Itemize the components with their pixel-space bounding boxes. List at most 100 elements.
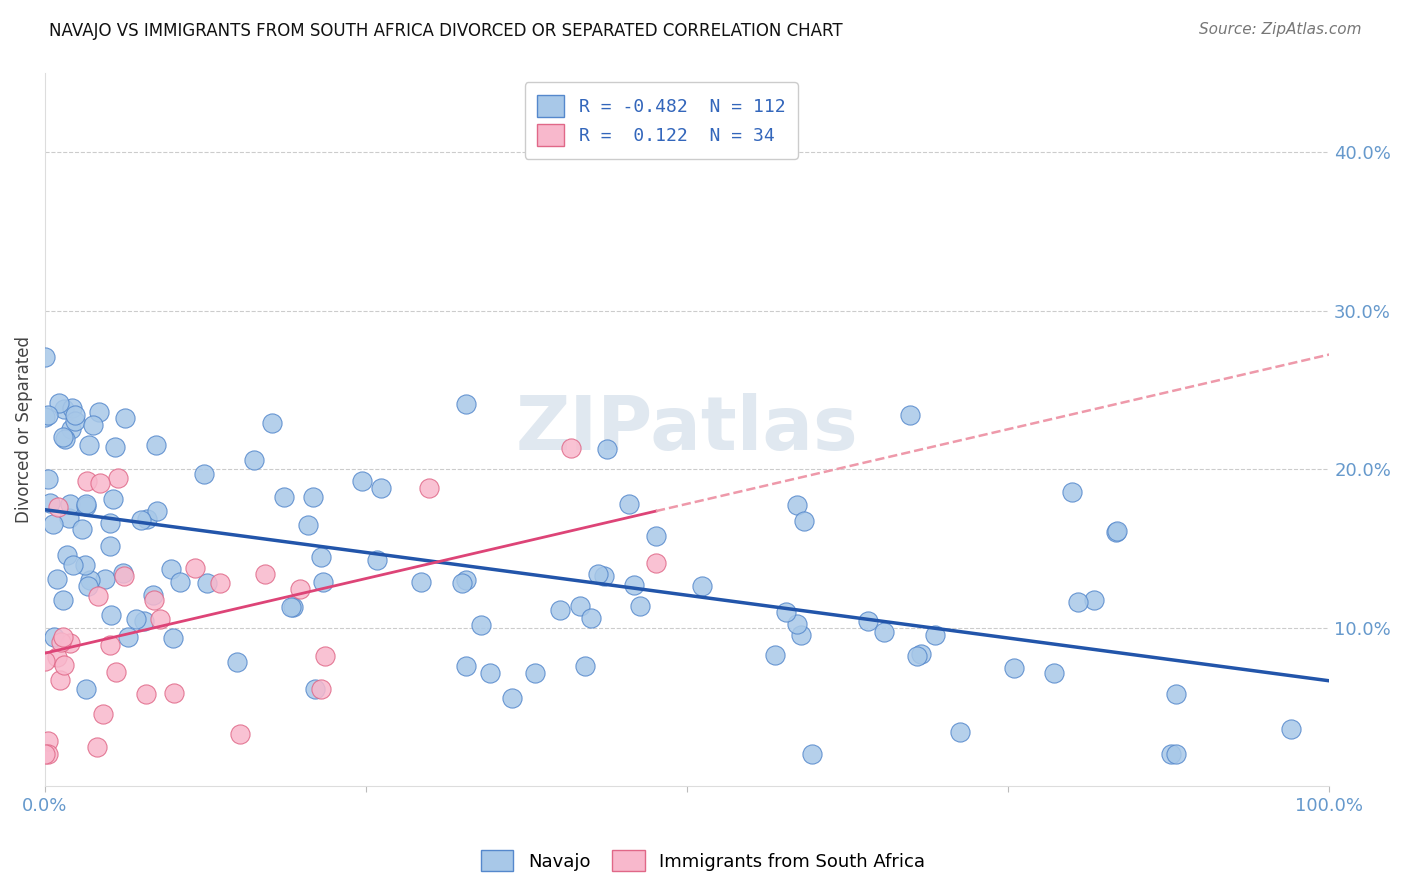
Legend: Navajo, Immigrants from South Africa: Navajo, Immigrants from South Africa [474,843,932,879]
Point [588,566,610,581]
Point [1166,747,1188,762]
Point [579,611,602,625]
Point [135,687,157,701]
Point [451,575,474,590]
Point [297,517,319,532]
Point [98,638,121,652]
Point [37,472,59,486]
Point [58,511,80,525]
Point [550,602,572,616]
Point [75,498,97,512]
Point [76,579,98,593]
Point [569,599,592,613]
Point [873,625,896,640]
Point [145,437,167,451]
Point [280,599,302,614]
Point [193,467,215,481]
Point [418,481,440,495]
Point [523,666,546,681]
Point [242,452,264,467]
Point [793,515,815,529]
Point [52,657,75,672]
Point [905,648,928,663]
Point [98,539,121,553]
Point [288,582,311,596]
Point [311,550,333,565]
Point [132,614,155,628]
Point [73,558,96,573]
Point [1062,485,1084,500]
Point [195,575,218,590]
Point [41,516,63,531]
Point [645,528,668,542]
Point [260,416,283,430]
Point [103,491,125,506]
Point [63,414,86,428]
Point [479,665,502,680]
Point [574,658,596,673]
Point [898,408,921,422]
Point [87,405,110,419]
Point [59,636,82,650]
Point [37,747,59,762]
Point [46,572,69,586]
Text: NAVAJO VS IMMIGRANTS FROM SOUTH AFRICA DIVORCED OR SEPARATED CORRELATION CHART: NAVAJO VS IMMIGRANTS FROM SOUTH AFRICA D… [49,22,842,40]
Point [1105,524,1128,539]
Point [1002,661,1025,675]
Point [37,733,59,747]
Point [49,673,72,687]
Point [470,617,492,632]
Point [454,659,477,673]
Point [107,471,129,485]
Point [1083,592,1105,607]
Point [93,707,115,722]
Point [62,558,84,572]
Point [143,593,166,607]
Point [87,589,110,603]
Point [112,569,135,583]
Point [160,562,183,576]
Point [162,631,184,645]
Point [456,573,478,587]
Point [34,350,56,364]
Point [645,557,668,571]
Point [790,628,813,642]
Point [34,410,56,425]
Point [283,600,305,615]
Point [775,605,797,619]
Point [38,496,60,510]
Point [924,628,946,642]
Point [52,593,75,607]
Point [125,612,148,626]
Point [856,614,879,628]
Text: Source: ZipAtlas.com: Source: ZipAtlas.com [1198,22,1361,37]
Point [46,500,69,514]
Point [65,408,87,422]
Point [105,665,128,679]
Point [690,579,713,593]
Point [149,612,172,626]
Point [617,497,640,511]
Point [82,418,104,433]
Point [117,630,139,644]
Point [145,503,167,517]
Point [1043,666,1066,681]
Point [104,440,127,454]
Point [76,474,98,488]
Point [100,607,122,622]
Point [59,421,82,435]
Point [456,397,478,411]
Point [162,686,184,700]
Point [592,568,614,582]
Point [254,567,277,582]
Point [142,588,165,602]
Point [623,578,645,592]
Point [42,630,65,644]
Point [370,482,392,496]
Point [1105,524,1128,538]
Point [93,572,115,586]
Point [786,498,808,512]
Point [98,516,121,531]
Point [1164,687,1187,701]
Point [229,727,252,741]
